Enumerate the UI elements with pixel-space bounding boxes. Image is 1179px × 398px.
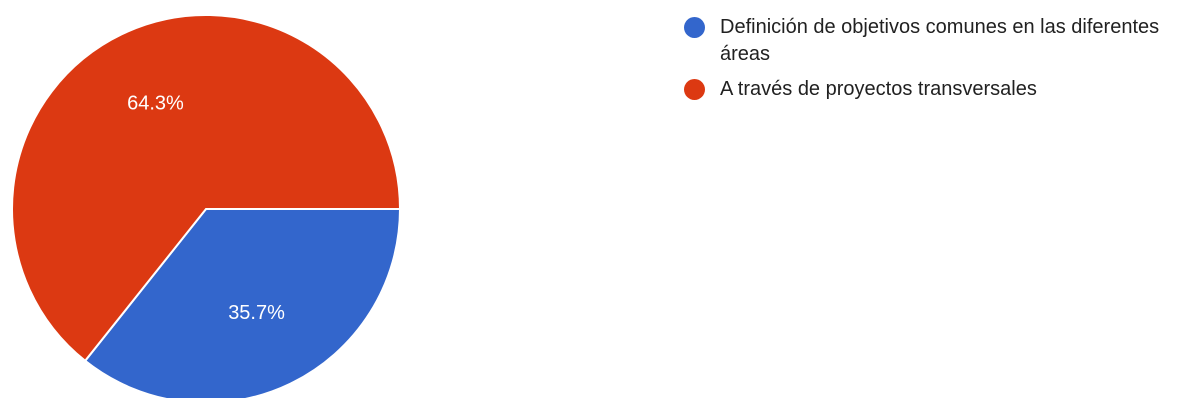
pie-chart: 35.7% 64.3% [11,14,402,398]
chart-legend: Definición de objetivos comunes en las d… [684,14,1164,111]
legend-item-definicion-objetivos[interactable]: Definición de objetivos comunes en las d… [684,14,1164,68]
legend-swatch-red-icon [684,79,705,100]
legend-item-proyectos-transversales[interactable]: A través de proyectos transversales [684,76,1164,103]
pie-slice-0[interactable] [83,208,402,398]
legend-label: A través de proyectos transversales [720,78,1037,100]
pie-slice-1[interactable] [11,14,402,363]
legend-swatch-blue-icon [684,17,705,38]
pie-slices [11,14,402,398]
legend-label: Definición de objetivos comunes en las d… [720,16,1160,65]
pie-slice-label-1: 64.3% [127,92,184,114]
pie-slice-labels: 35.7% 64.3% [127,92,285,324]
pie-slice-label-0: 35.7% [228,302,285,324]
